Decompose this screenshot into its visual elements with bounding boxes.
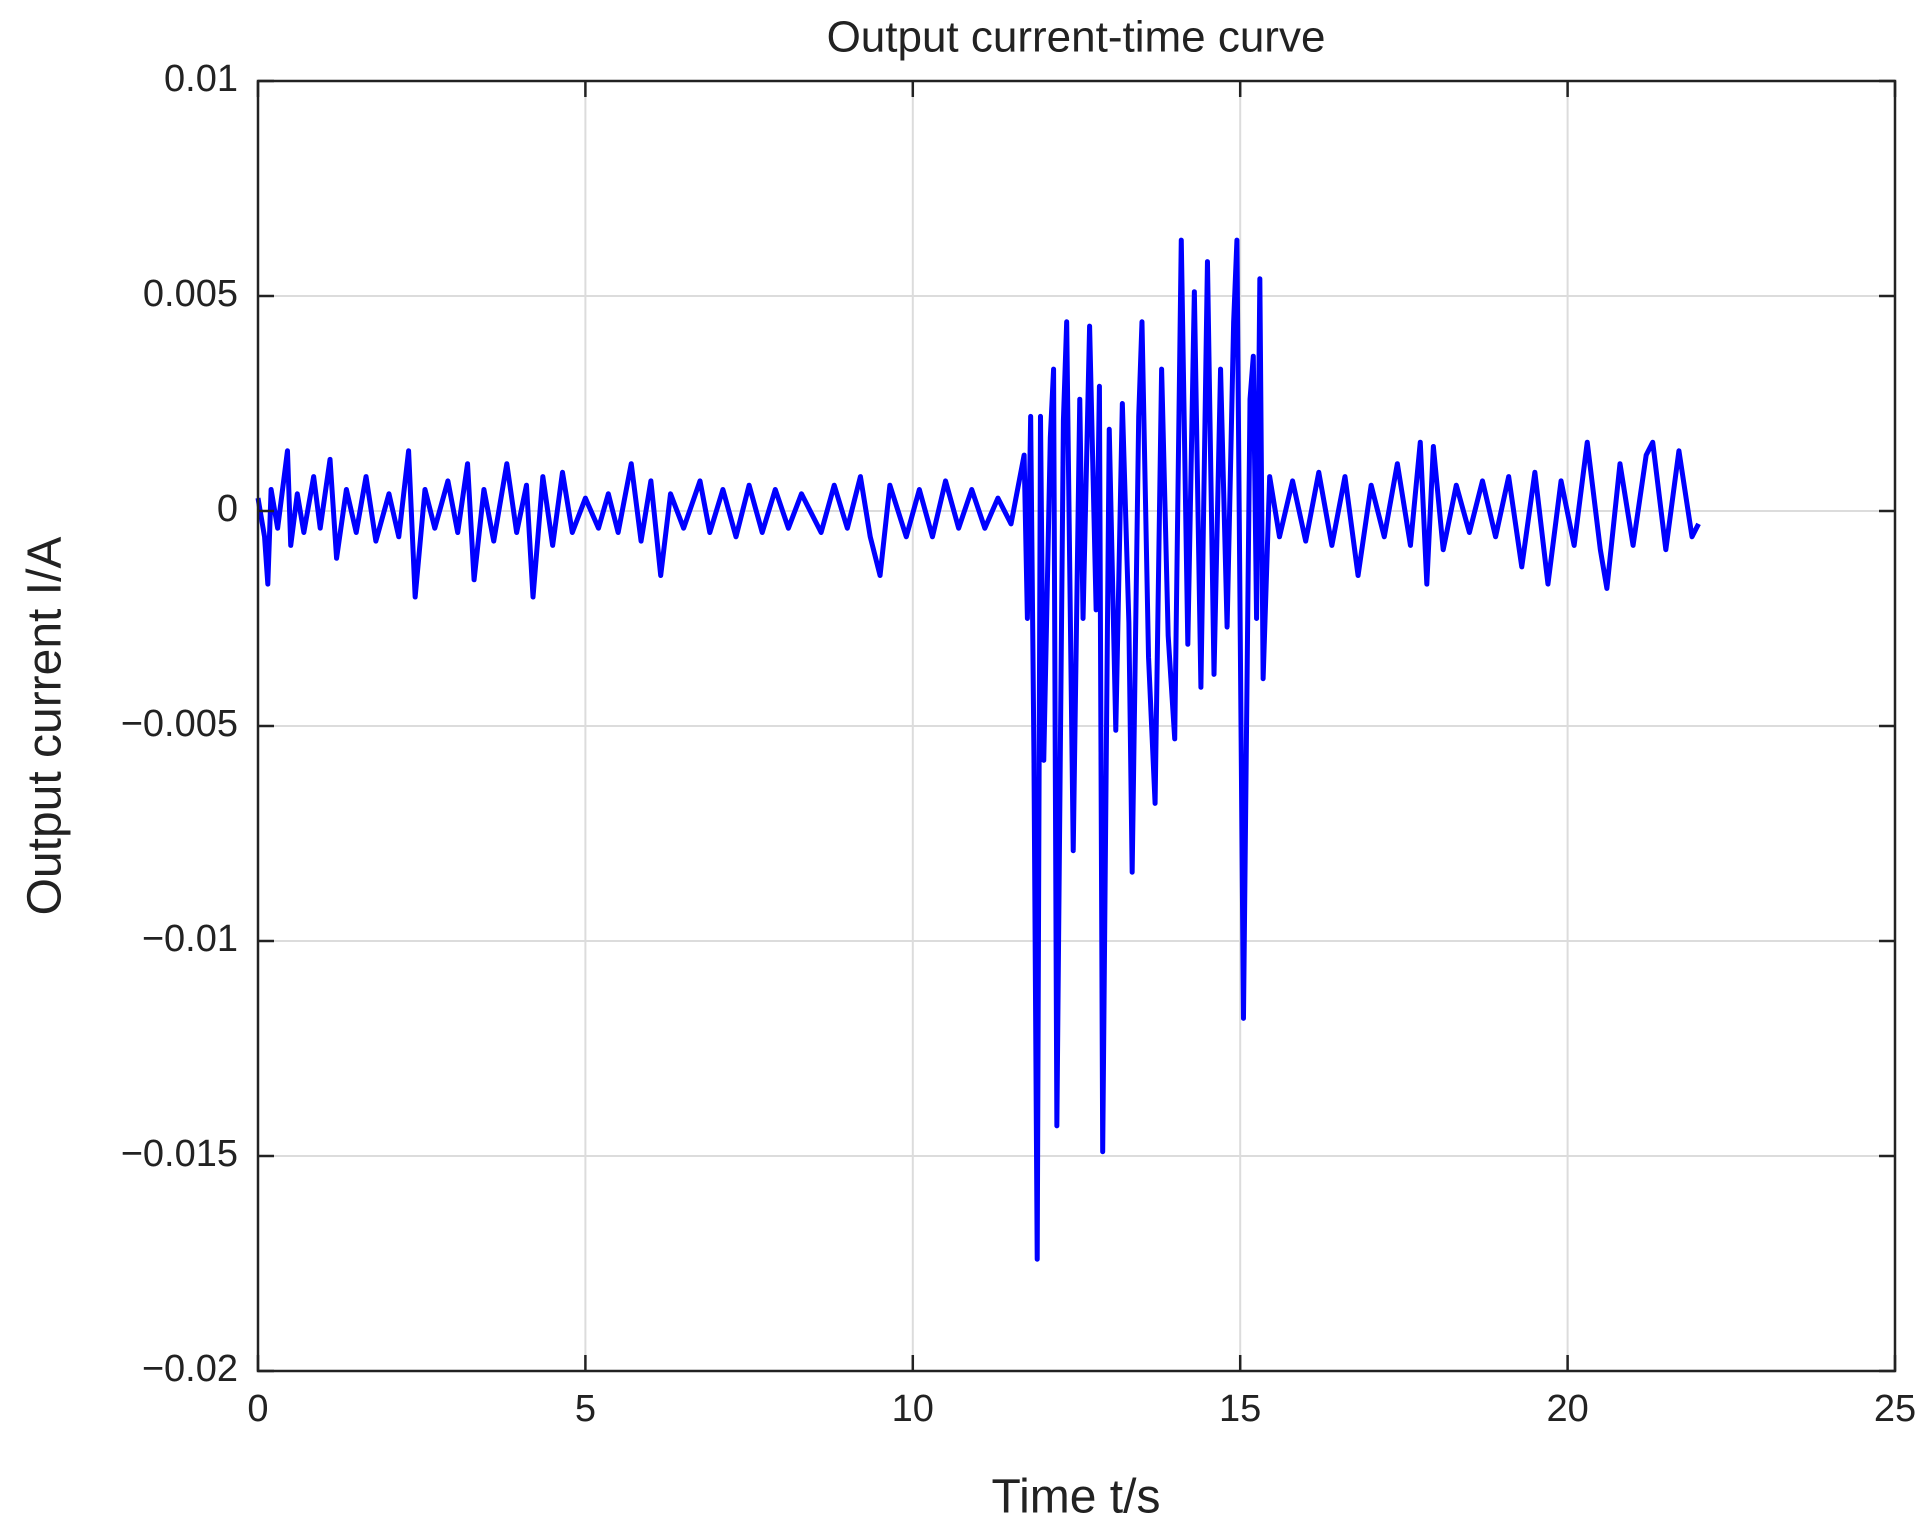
x-axis-label: Time t/s: [992, 1471, 1161, 1524]
data-line: [255, 237, 1701, 1262]
x-tick-label: 0: [247, 1388, 268, 1430]
x-tick-label: 5: [575, 1388, 596, 1430]
y-tick-label: −0.01: [142, 918, 238, 960]
x-tick-label: 25: [1874, 1388, 1916, 1430]
y-tick-label: 0.01: [164, 58, 238, 100]
y-tick-label: 0.005: [143, 273, 238, 315]
y-tick-label: −0.005: [121, 703, 238, 745]
y-tick-label: −0.015: [121, 1133, 238, 1175]
x-tick-label: 20: [1546, 1388, 1588, 1430]
x-tick-label: 15: [1219, 1388, 1261, 1430]
y-tick-label: −0.02: [142, 1348, 238, 1390]
y-tick-label: 0: [217, 488, 238, 530]
x-tick-label: 10: [892, 1388, 934, 1430]
y-axis-label: Output current I/A: [19, 537, 72, 916]
chart-title: Output current-time curve: [827, 13, 1326, 62]
